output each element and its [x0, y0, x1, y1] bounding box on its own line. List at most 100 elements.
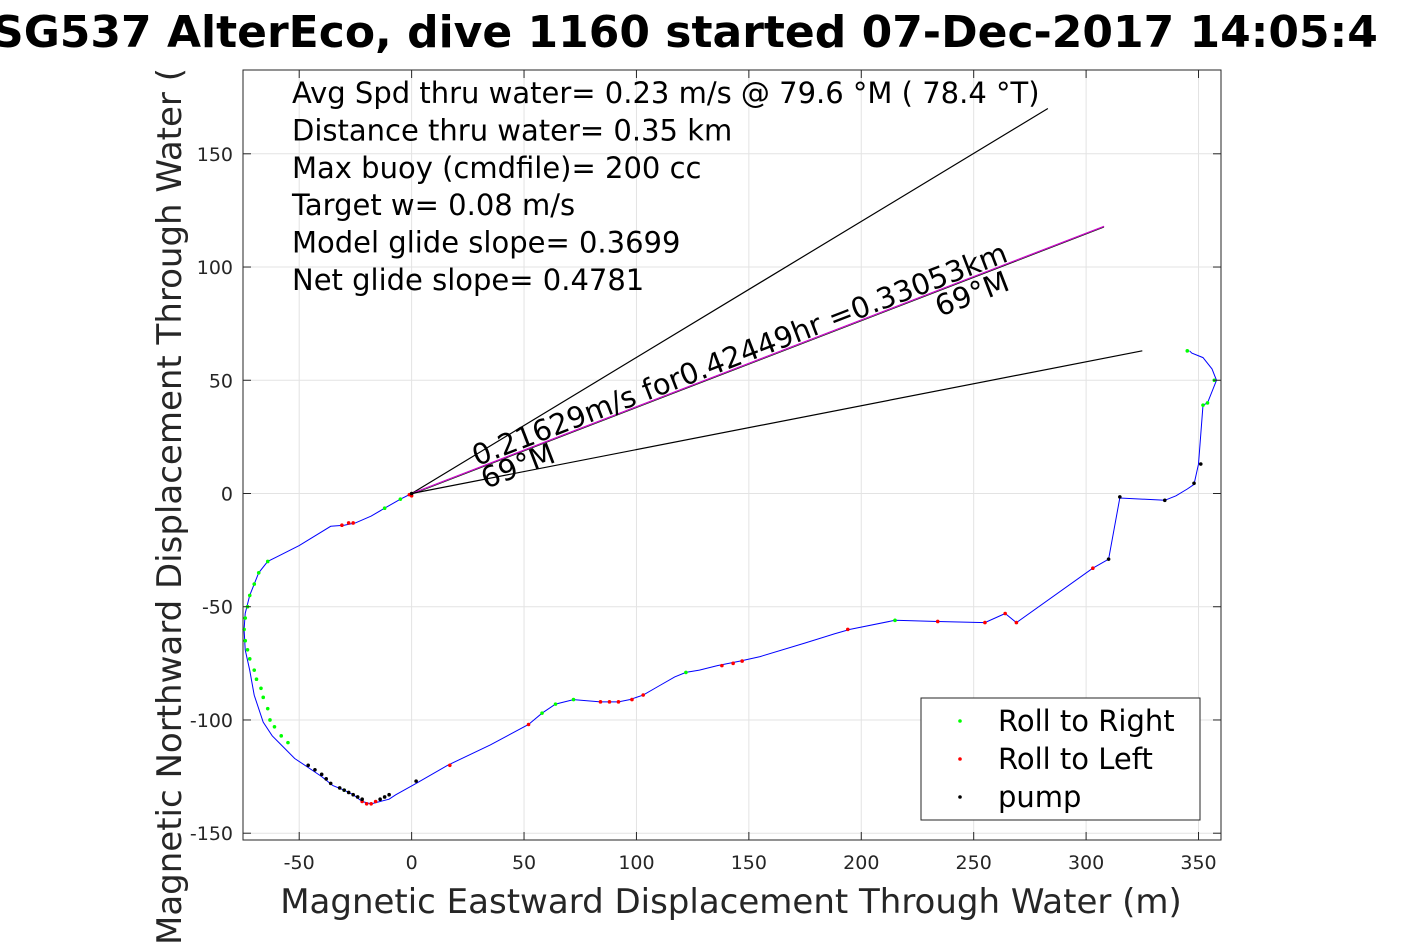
- marker-roll-to-right: [252, 668, 257, 672]
- marker-pump: [1162, 498, 1167, 503]
- y-axis-label: Magnetic Northward Displacement Through …: [150, 68, 190, 945]
- marker-roll-to-left: [845, 627, 850, 632]
- marker-roll-to-left: [731, 661, 735, 666]
- marker-roll-to-right: [684, 670, 688, 675]
- marker-roll-to-right: [893, 618, 897, 623]
- marker-roll-to-left: [598, 700, 603, 704]
- reference-line-mean-shadow: [411, 226, 1105, 495]
- legend-label-pump: pump: [998, 780, 1081, 814]
- stats-line: Max buoy (cmdfile)= 200 cc: [292, 151, 701, 185]
- marker-roll-to-left: [346, 521, 351, 525]
- marker-pump: [351, 792, 355, 797]
- stats-line: Model glide slope= 0.3699: [292, 226, 680, 260]
- reference-line-upper: [411, 107, 1049, 495]
- marker-roll-to-right: [254, 677, 259, 682]
- marker-roll-to-right: [243, 616, 248, 620]
- y-tick-label: 0: [221, 484, 233, 506]
- marker-roll-to-right: [553, 702, 558, 706]
- marker-pump: [387, 792, 391, 797]
- marker-pump: [306, 763, 311, 768]
- marker-roll-to-right: [265, 706, 270, 711]
- marker-roll-to-right: [272, 724, 277, 729]
- marker-roll-to-right: [382, 506, 387, 511]
- marker-roll-to-left: [448, 763, 452, 768]
- marker-pump: [382, 795, 387, 799]
- chart-title: SG537 AlterEco, dive 1160 started 07-Dec…: [0, 7, 1378, 58]
- y-tick-label: 150: [197, 144, 233, 166]
- marker-roll-to-left: [526, 722, 531, 727]
- marker-roll-to-left: [630, 697, 634, 702]
- x-tick-label: -50: [284, 852, 315, 874]
- x-tick-label: 350: [1180, 852, 1216, 874]
- marker-pump: [1118, 495, 1122, 499]
- y-tick-label: -100: [190, 710, 233, 732]
- marker-pump: [328, 781, 333, 786]
- track: [243, 350, 1218, 805]
- marker-roll-to-left: [373, 799, 378, 804]
- marker-roll-to-right: [265, 559, 270, 564]
- plot-frame: [242, 69, 1222, 841]
- y-tick-label: -50: [202, 597, 233, 619]
- marker-roll-to-left: [1003, 611, 1007, 616]
- legend-marker-roll-right: [958, 719, 962, 723]
- reference-line-lower: [411, 350, 1143, 495]
- marker-roll-to-left: [607, 700, 612, 704]
- marker-roll-to-right: [247, 657, 252, 661]
- marker-roll-to-right: [540, 711, 544, 715]
- marker-roll-to-left: [1014, 620, 1019, 625]
- y-tick-label: -150: [190, 823, 233, 845]
- marker-roll-to-right: [245, 647, 250, 652]
- stats-line: Distance thru water= 0.35 km: [292, 113, 732, 147]
- reference-line-mean: [411, 225, 1105, 495]
- legend-label-roll-left: Roll to Left: [998, 742, 1153, 776]
- legend: Roll to Right Roll to Left pump: [920, 697, 1201, 821]
- stats-line: Target w= 0.08 m/s: [291, 188, 575, 222]
- marker-roll-to-left: [983, 620, 987, 625]
- marker-pump: [414, 779, 418, 783]
- marker-pump: [324, 777, 328, 781]
- marker-roll-to-right: [259, 686, 263, 691]
- marker-roll-to-right: [256, 570, 261, 575]
- marker-roll-to-right: [268, 718, 272, 722]
- x-tick-label: 0: [406, 852, 418, 874]
- marker-roll-to-right: [252, 582, 257, 586]
- marker-roll-to-right: [286, 740, 290, 745]
- y-tick-label: 50: [209, 370, 233, 392]
- marker-roll-to-left: [340, 523, 344, 528]
- marker-pump: [319, 772, 324, 777]
- marker-roll-to-right: [1201, 403, 1205, 407]
- marker-pump: [313, 767, 317, 772]
- legend-box: [920, 697, 1201, 821]
- marker-pump: [355, 795, 360, 799]
- stats-line: Avg Spd thru water= 0.23 m/s @ 79.6 °M (…: [292, 76, 1040, 110]
- markers: [242, 349, 1217, 806]
- marker-pump: [1198, 462, 1203, 466]
- marker-roll-to-left: [641, 693, 645, 697]
- reference-lines: [411, 107, 1143, 495]
- marker-roll-to-right: [247, 593, 252, 598]
- x-tick-label: 200: [843, 852, 879, 874]
- marker-pump: [346, 790, 351, 795]
- marker-roll-to-right: [571, 697, 576, 702]
- legend-marker-pump: [958, 795, 962, 799]
- ticks: -50 0 50 100 150 200 250 300 350 -150 -100 -50 0 50 10…: [190, 70, 1221, 874]
- stats-line: Net glide slope= 0.4781: [292, 263, 644, 297]
- marker-roll-to-right: [279, 734, 284, 738]
- marker-roll-to-left: [935, 619, 940, 624]
- marker-roll-to-right: [243, 638, 248, 643]
- marker-roll-to-left: [720, 663, 724, 668]
- y-tick-label: 100: [197, 257, 233, 279]
- marker-pump: [342, 788, 346, 792]
- marker-roll-to-right: [261, 695, 266, 700]
- marker-pump: [360, 797, 364, 802]
- marker-roll-to-left: [740, 659, 744, 663]
- legend-marker-roll-left: [958, 757, 962, 761]
- stats-box: Avg Spd thru water= 0.23 m/s @ 79.6 °M (…: [291, 76, 1040, 297]
- displacement-track: [243, 350, 1218, 805]
- marker-pump: [1192, 481, 1196, 486]
- marker-roll-to-right: [1185, 349, 1190, 353]
- x-tick-label: 300: [1068, 852, 1104, 874]
- marker-roll-to-left: [369, 801, 373, 806]
- x-tick-label: 50: [512, 852, 536, 874]
